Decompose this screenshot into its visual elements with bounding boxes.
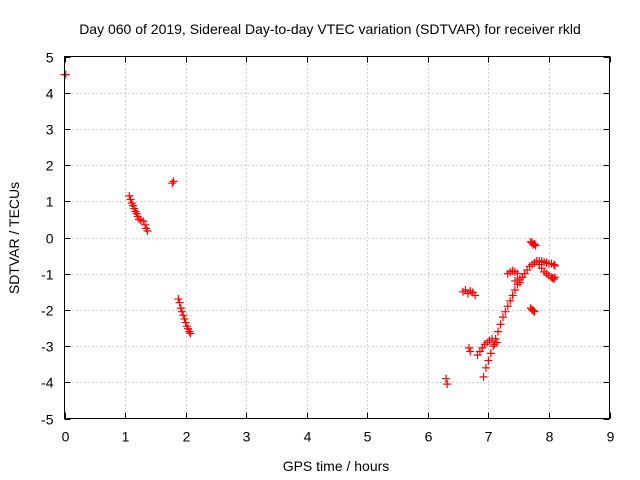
y-tick-label: -5 <box>41 412 54 428</box>
data-point <box>531 241 540 250</box>
data-point <box>498 313 507 322</box>
x-tick-label: 7 <box>485 429 493 445</box>
data-point <box>176 304 185 313</box>
x-tick-label: 5 <box>364 429 372 445</box>
data-point <box>486 349 495 358</box>
data-point <box>506 296 515 305</box>
data-points <box>60 70 559 389</box>
y-tick-label: 5 <box>46 50 54 66</box>
data-point <box>489 342 498 351</box>
data-point <box>181 318 190 327</box>
plot-frame <box>64 56 610 419</box>
data-point <box>494 327 503 336</box>
data-point <box>139 217 148 226</box>
data-point <box>180 314 189 323</box>
data-point <box>126 195 135 204</box>
x-tick-label: 2 <box>183 429 191 445</box>
y-tick-label: 0 <box>46 231 54 247</box>
x-tick-label: 0 <box>62 429 70 445</box>
data-point <box>496 320 505 329</box>
data-point <box>551 273 559 282</box>
data-point <box>529 306 538 315</box>
data-point <box>484 356 493 365</box>
data-point <box>491 334 500 343</box>
data-point <box>177 307 186 316</box>
data-point <box>443 380 452 389</box>
data-point <box>174 295 183 304</box>
data-point <box>508 291 517 300</box>
y-tick-label: -2 <box>41 303 54 319</box>
y-tick-label: 2 <box>46 158 54 174</box>
data-point <box>134 215 143 224</box>
data-point <box>471 291 480 300</box>
y-tick-label: -1 <box>41 267 54 283</box>
x-axis-label: GPS time / hours <box>283 458 390 474</box>
data-point <box>186 329 195 338</box>
data-point <box>549 260 558 269</box>
data-point <box>169 177 178 186</box>
y-tick-label: -4 <box>41 375 54 391</box>
y-tick-label: 3 <box>46 122 54 138</box>
data-point <box>479 372 488 381</box>
data-point <box>185 327 194 336</box>
data-point <box>466 347 475 356</box>
x-tick-label: 4 <box>304 429 312 445</box>
data-point <box>125 191 134 200</box>
data-point <box>481 363 490 372</box>
data-point <box>513 269 522 278</box>
y-axis-label: SDTVAR / TECUs <box>6 182 22 294</box>
x-tick-label: 6 <box>425 429 433 445</box>
x-tick-label: 8 <box>546 429 554 445</box>
x-tick-label: 1 <box>122 429 130 445</box>
x-tick-label: 3 <box>243 429 251 445</box>
data-point <box>501 307 510 316</box>
data-point <box>141 220 150 229</box>
y-tick-label: -3 <box>41 339 54 355</box>
data-point <box>549 275 558 284</box>
data-point <box>511 285 520 294</box>
y-tick-label: 4 <box>46 86 54 102</box>
x-tick-label: 9 <box>607 429 615 445</box>
axis-ticks: 0 1 2 3 4 5 6 7 8 9 -5 -4 -3 -2 -1 0 1 2 3 4 5 <box>41 50 615 445</box>
data-point <box>442 374 450 383</box>
grid <box>64 56 610 419</box>
data-point <box>143 226 152 235</box>
data-point <box>465 343 474 352</box>
data-point <box>530 240 539 249</box>
data-point <box>503 302 512 311</box>
y-tick-label: 1 <box>46 194 54 210</box>
data-point <box>179 311 188 320</box>
data-point <box>175 298 184 307</box>
data-point <box>168 179 177 188</box>
data-point <box>551 261 559 270</box>
data-point <box>530 307 539 316</box>
data-point <box>61 70 70 79</box>
data-point <box>492 338 501 347</box>
chart-title: Day 060 of 2019, Sidereal Day-to-day VTE… <box>79 21 581 37</box>
